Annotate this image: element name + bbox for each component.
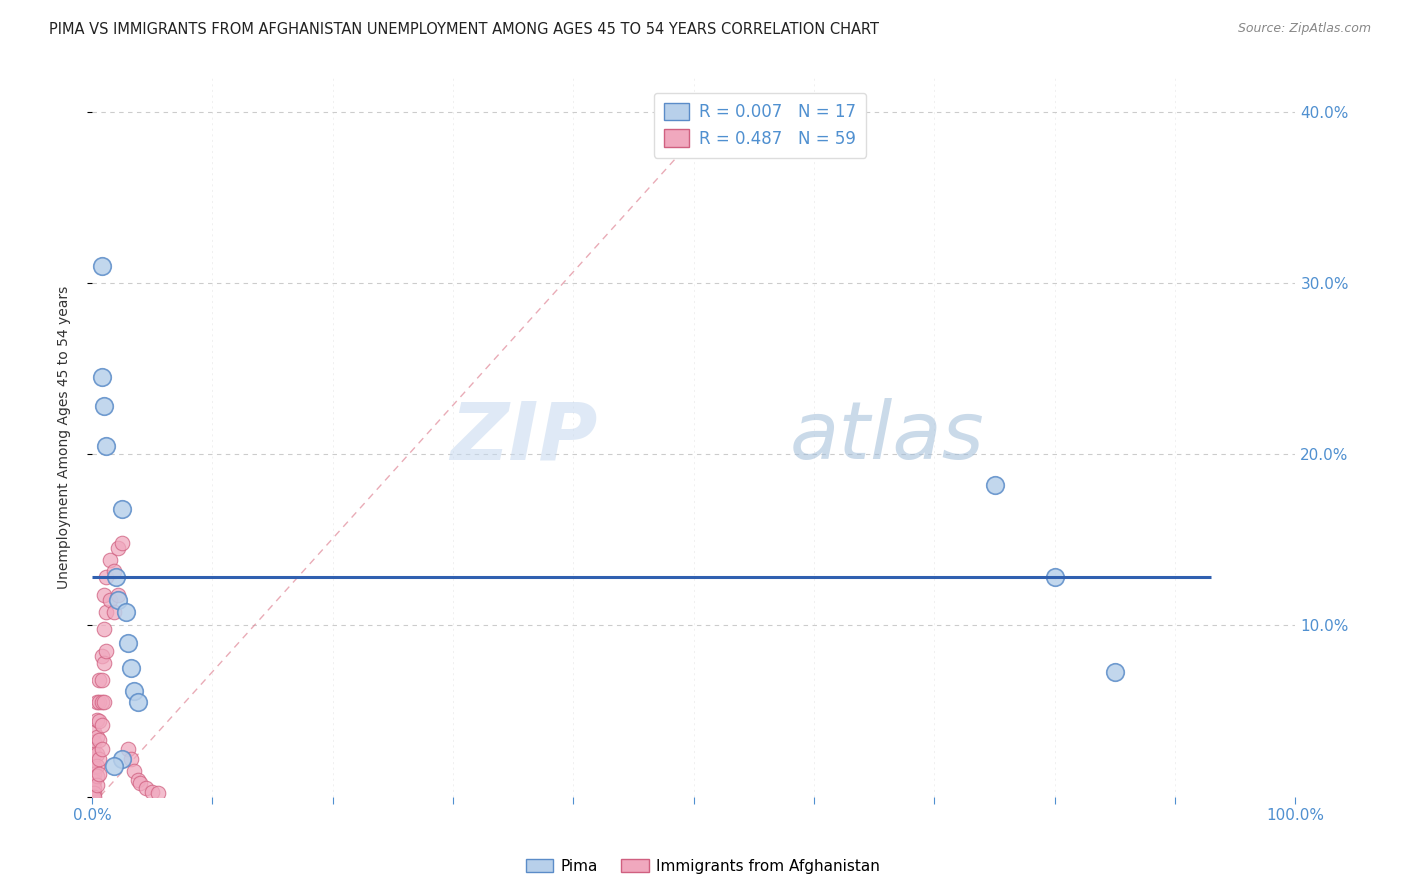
Point: [93, 696, 115, 710]
Point: [111, 502, 134, 516]
Point: [89, 767, 111, 781]
Point: [89, 714, 111, 729]
Point: [93, 622, 115, 636]
Point: [96, 570, 118, 584]
Point: [90, 259, 112, 273]
Point: [117, 741, 139, 756]
Point: [96, 605, 118, 619]
Point: [83, 747, 105, 761]
Text: PIMA VS IMMIGRANTS FROM AFGHANISTAN UNEMPLOYMENT AMONG AGES 45 TO 54 YEARS CORRE: PIMA VS IMMIGRANTS FROM AFGHANISTAN UNEM…: [49, 22, 879, 37]
Point: [135, 781, 157, 796]
Point: [83, 759, 105, 773]
Point: [117, 635, 139, 649]
Point: [148, 786, 170, 800]
Point: [90, 649, 112, 664]
Point: [129, 776, 152, 790]
Point: [80, 789, 103, 804]
Point: [80, 765, 103, 780]
Point: [93, 399, 115, 413]
Y-axis label: Unemployment Among Ages 45 to 54 years: Unemployment Among Ages 45 to 54 years: [58, 285, 72, 589]
Point: [107, 588, 129, 602]
Point: [80, 788, 103, 802]
Point: [86, 759, 108, 773]
Point: [98, 592, 121, 607]
Point: [80, 752, 103, 766]
Point: [80, 784, 103, 798]
Point: [983, 478, 1005, 492]
Point: [83, 774, 105, 789]
Point: [80, 772, 103, 787]
Point: [107, 541, 129, 556]
Point: [122, 764, 145, 778]
Point: [103, 605, 125, 619]
Point: [90, 673, 112, 688]
Point: [103, 564, 125, 578]
Point: [90, 696, 112, 710]
Point: [83, 789, 105, 804]
Point: [120, 661, 142, 675]
Point: [83, 781, 105, 796]
Point: [103, 759, 125, 773]
Point: [90, 741, 112, 756]
Point: [80, 741, 103, 756]
Point: [141, 784, 163, 798]
Point: [86, 747, 108, 761]
Point: [96, 439, 118, 453]
Point: [89, 673, 111, 688]
Point: [80, 778, 103, 792]
Point: [98, 553, 121, 567]
Point: [80, 781, 103, 796]
Point: [111, 752, 134, 766]
Point: [89, 733, 111, 747]
Point: [86, 769, 108, 783]
Point: [93, 588, 115, 602]
Point: [89, 752, 111, 766]
Point: [90, 718, 112, 732]
Point: [86, 730, 108, 744]
Text: Source: ZipAtlas.com: Source: ZipAtlas.com: [1237, 22, 1371, 36]
Point: [90, 370, 112, 384]
Point: [122, 683, 145, 698]
Point: [83, 735, 105, 749]
Point: [127, 772, 149, 787]
Point: [86, 778, 108, 792]
Point: [120, 752, 142, 766]
Point: [107, 592, 129, 607]
Point: [83, 724, 105, 739]
Point: [83, 767, 105, 781]
Legend: R = 0.007   N = 17, R = 0.487   N = 59: R = 0.007 N = 17, R = 0.487 N = 59: [654, 93, 866, 158]
Text: ZIP: ZIP: [450, 398, 598, 476]
Point: [86, 713, 108, 727]
Point: [105, 570, 128, 584]
Point: [83, 786, 105, 800]
Point: [93, 656, 115, 670]
Point: [80, 759, 103, 773]
Point: [111, 536, 134, 550]
Point: [96, 644, 118, 658]
Point: [1043, 570, 1066, 584]
Text: atlas: atlas: [790, 398, 984, 476]
Point: [89, 696, 111, 710]
Point: [114, 605, 136, 619]
Point: [127, 696, 149, 710]
Point: [86, 696, 108, 710]
Point: [1104, 665, 1126, 679]
Legend: Pima, Immigrants from Afghanistan: Pima, Immigrants from Afghanistan: [520, 853, 886, 880]
